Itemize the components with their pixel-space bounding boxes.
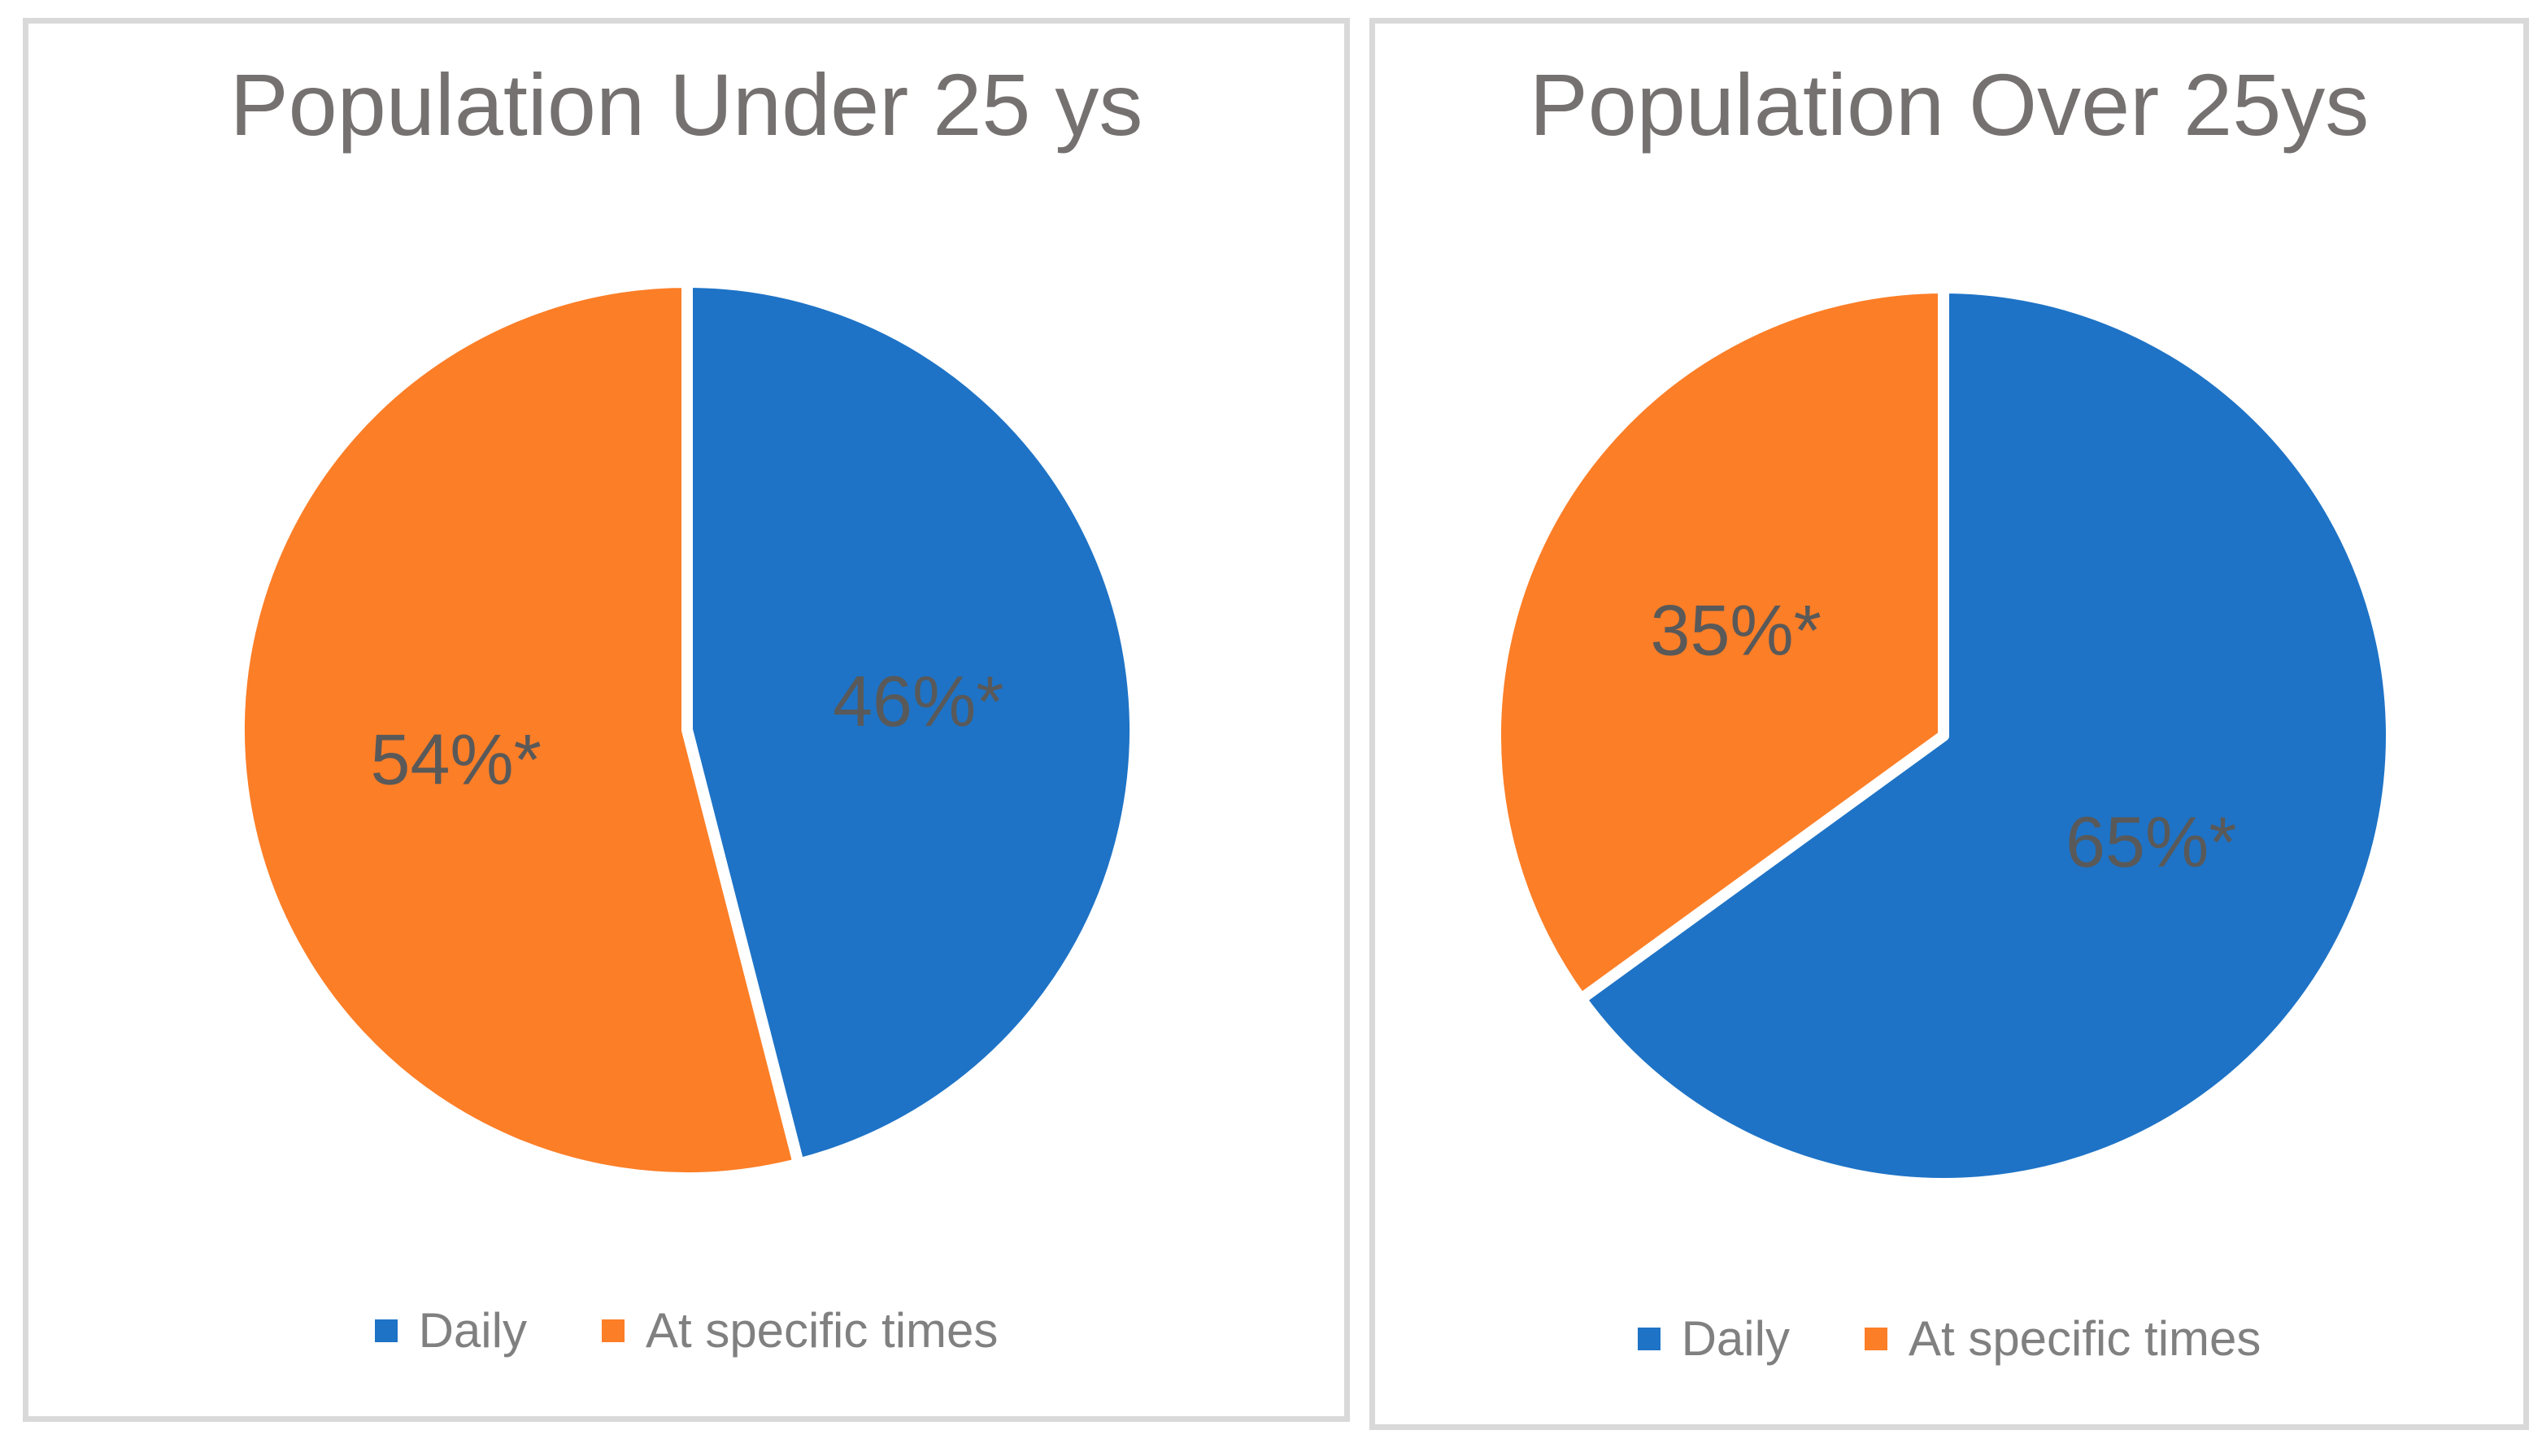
chart-title-over-25: Population Over 25ys	[1529, 55, 2370, 154]
slice-data-label-at-specific-times: 35%*	[1651, 590, 1822, 671]
legend-swatch-at-specific-times	[1864, 1328, 1887, 1350]
legend-item-at-specific-times: At specific times	[601, 1303, 999, 1358]
legend-under-25: Daily At specific times	[28, 1306, 1344, 1355]
legend-item-daily: Daily	[1637, 1311, 1790, 1366]
legend-swatch-at-specific-times	[601, 1319, 625, 1342]
pie-slice-daily	[1575, 282, 2397, 1189]
chart-panel-under-25: Population Under 25 ys 46%* 54%* Daily At …	[23, 18, 1350, 1422]
legend-swatch-daily	[374, 1319, 398, 1342]
chart-title-under-25: Population Under 25 ys	[229, 55, 1143, 154]
legend-label-at-specific-times: At specific times	[1908, 1311, 2261, 1366]
legend-label-at-specific-times: At specific times	[645, 1303, 999, 1358]
legend-over-25: Daily At specific times	[1375, 1315, 2523, 1363]
legend-item-at-specific-times: At specific times	[1864, 1311, 2261, 1366]
legend-item-daily: Daily	[374, 1303, 527, 1358]
legend-swatch-daily	[1637, 1328, 1661, 1350]
pie-chart-under-25: 46%* 54%*	[233, 276, 1141, 1184]
pie-chart-over-25: 65%* 35%*	[1490, 282, 2397, 1189]
slice-data-label-daily: 46%*	[833, 661, 1003, 741]
chart-panel-over-25: Population Over 25ys 65%* 35%* Daily At sp…	[1369, 18, 2529, 1430]
slice-data-label-daily: 65%*	[2065, 802, 2236, 882]
pie-slice-daily	[681, 276, 1141, 1170]
slice-data-label-at-specific-times: 54%*	[371, 719, 542, 800]
legend-label-daily: Daily	[1681, 1311, 1790, 1366]
legend-label-daily: Daily	[418, 1303, 527, 1358]
pie-slice-at-specific-times	[233, 276, 805, 1184]
pie-slice-at-specific-times	[1490, 282, 1949, 1005]
